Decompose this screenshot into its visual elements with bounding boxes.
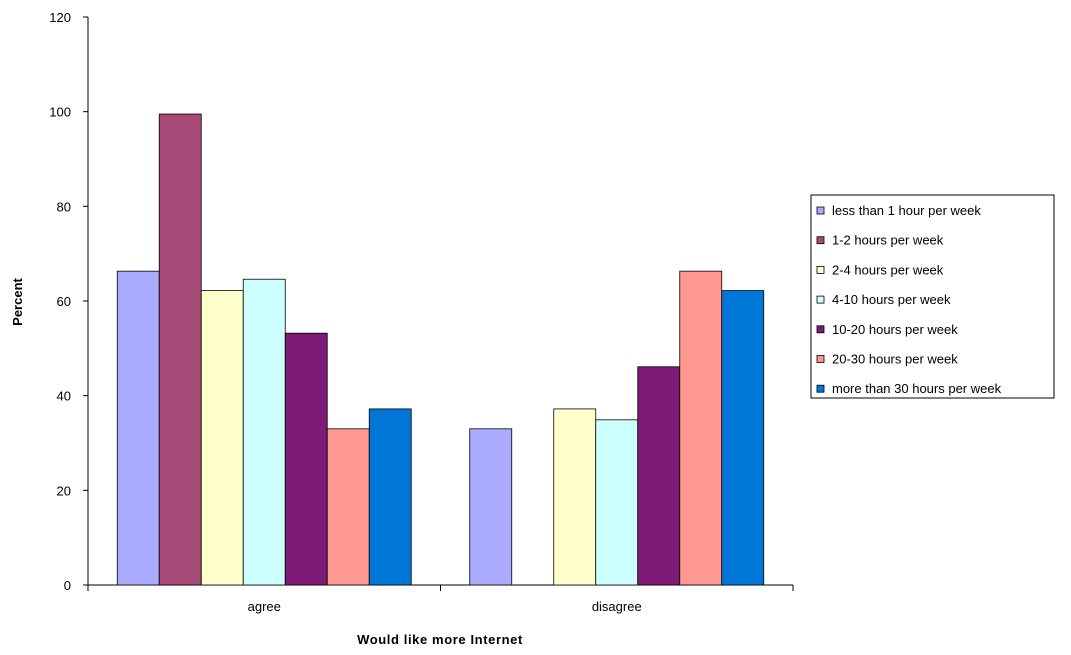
- y-axis-title: Percent: [10, 277, 25, 325]
- bar: [284, 332, 328, 586]
- y-tick-label: 120: [49, 10, 71, 25]
- x-axis: agree disagree: [87, 584, 794, 614]
- y-axis: 0 20 40 60 80 100 120: [49, 10, 89, 593]
- y-tick-label: 60: [57, 294, 71, 309]
- legend-box: [810, 194, 1055, 399]
- legend-swatch: [816, 265, 825, 274]
- y-tick-label: 40: [57, 389, 71, 404]
- bar: [553, 408, 597, 586]
- bar: [469, 428, 513, 586]
- y-tick-label: 100: [49, 105, 71, 120]
- y-tick-label: 0: [64, 578, 71, 593]
- legend-swatch: [816, 206, 825, 215]
- legend-label: 10-20 hours per week: [832, 322, 958, 337]
- legend-label: more than 30 hours per week: [832, 381, 1002, 396]
- bar: [368, 408, 412, 586]
- y-tick-label: 20: [57, 483, 71, 498]
- legend-swatch: [816, 295, 825, 304]
- x-tick-label: disagree: [592, 599, 642, 614]
- y-tick-label: 80: [57, 199, 71, 214]
- bar: [242, 278, 286, 586]
- legend-label: 4-10 hours per week: [832, 292, 951, 307]
- bar: [116, 270, 160, 586]
- bar: [637, 366, 681, 586]
- bar: [679, 270, 723, 586]
- legend-label: 1-2 hours per week: [832, 233, 944, 248]
- legend-label: 20-30 hours per week: [832, 352, 958, 367]
- legend-swatch: [816, 355, 825, 363]
- legend: less than 1 hour per week 1-2 hours per w…: [810, 194, 1055, 399]
- bars: [116, 113, 765, 586]
- bar: [200, 290, 244, 586]
- bar: [595, 419, 639, 586]
- bar: [721, 290, 765, 586]
- legend-swatch: [816, 236, 825, 245]
- bar: [158, 113, 202, 586]
- bar: [326, 428, 370, 586]
- legend-label: 2-4 hours per week: [832, 262, 944, 277]
- legend-label: less than 1 hour per week: [832, 203, 981, 218]
- x-axis-title: Would like more Internet: [357, 632, 523, 647]
- legend-swatch: [816, 384, 825, 393]
- x-tick-label: agree: [248, 599, 281, 614]
- legend-swatch: [816, 325, 825, 334]
